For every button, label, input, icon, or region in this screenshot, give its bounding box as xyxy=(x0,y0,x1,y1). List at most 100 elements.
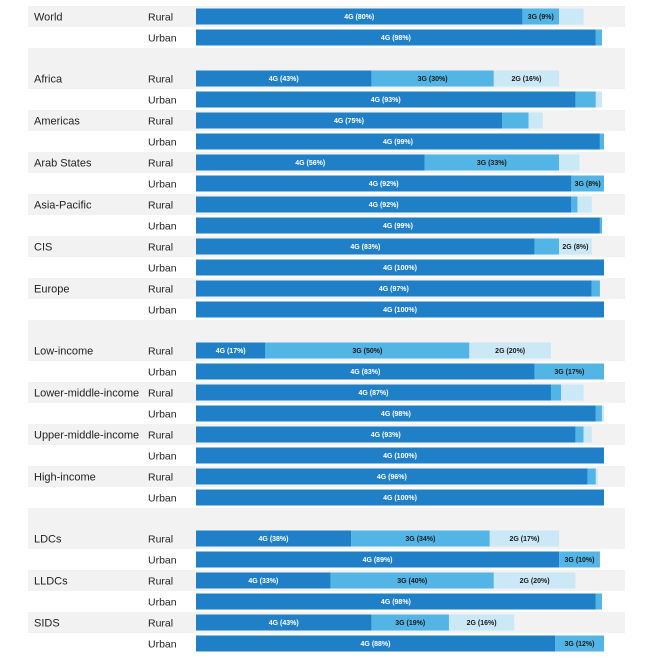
bar-segment-3g xyxy=(534,238,560,255)
bar-segment-4g xyxy=(196,29,596,46)
segment-label-4g: 4G (80%) xyxy=(344,14,374,21)
group-high-income: Rural 4G (96%) Urban 4G (100%) High-income xyxy=(28,466,625,508)
group-europe: Rural 4G (97%) Urban 4G (100%) Europe xyxy=(28,278,625,320)
group-upper-middle-income: Rural 4G (93%) Urban 4G (100%) Upper-middle-… xyxy=(28,424,625,466)
bar-segment-3g xyxy=(591,280,600,297)
row-cis-urban: Urban 4G (100%) xyxy=(28,257,625,278)
row-africa-rural: Rural 4G (43%) 3G (30%) 2G (16%) xyxy=(28,68,625,89)
bar-segment-4g xyxy=(196,405,596,422)
bar-segment-4g xyxy=(196,280,592,297)
segment-label-4g: 4G (97%) xyxy=(379,286,409,293)
bar-segment-2g xyxy=(577,196,592,213)
segment-label-4g: 4G (33%) xyxy=(248,578,278,585)
bar-segment-4g xyxy=(196,572,331,589)
segment-label-3g: 3G (30%) xyxy=(418,76,448,83)
segment-label-4g: 4G (98%) xyxy=(381,599,411,606)
bar-segment-3g xyxy=(371,614,449,631)
bar-segment-2g xyxy=(601,405,604,422)
row-europe-urban: Urban 4G (100%) xyxy=(28,299,625,320)
bar-segment-4g xyxy=(196,154,425,171)
area-label: Urban xyxy=(148,367,177,379)
group-label: Lower-middle-income xyxy=(34,388,139,400)
segment-label-3g: 3G (9%) xyxy=(528,14,554,21)
segment-label-4g: 4G (43%) xyxy=(269,620,299,627)
segment-label-2g: 2G (20%) xyxy=(520,578,550,585)
row-americas-rural: Rural 4G (75%) xyxy=(28,110,625,131)
bar-segment-4g xyxy=(196,384,551,401)
bar-segment-4g xyxy=(196,133,600,150)
segment-label-2g: 2G (16%) xyxy=(467,620,497,627)
group-low-income: Rural 4G (17%) 3G (50%) 2G (20%) Urban 4G (83… xyxy=(28,340,625,382)
group-label: SIDS xyxy=(34,618,60,630)
segment-label-4g: 4G (87%) xyxy=(358,390,388,397)
bar-segment-4g xyxy=(196,614,372,631)
group-label: CIS xyxy=(34,242,52,254)
area-label: Urban xyxy=(148,221,177,233)
group-lldcs: Rural 4G (33%) 3G (40%) 2G (20%) Urban 4G (98… xyxy=(28,570,625,612)
area-label: Rural xyxy=(148,534,173,546)
bar-segment-3g xyxy=(599,217,602,234)
bar-segment-3g xyxy=(595,405,602,422)
segment-label-4g: 4G (100%) xyxy=(383,495,417,502)
bar-segment-2g xyxy=(595,91,602,108)
row-upper-middle-income-urban: Urban 4G (100%) xyxy=(28,445,625,466)
group-sids: Rural 4G (43%) 3G (19%) 2G (16%) Urban 4G (88… xyxy=(28,612,625,654)
bar-segment-3g xyxy=(595,29,602,46)
bar-segment-4g xyxy=(196,238,535,255)
segment-label-3g: 3G (34%) xyxy=(405,536,435,543)
bar-segment-3g xyxy=(522,8,560,25)
row-europe-rural: Rural 4G (97%) xyxy=(28,278,625,299)
group-label: Asia-Pacific xyxy=(34,200,92,212)
bar-segment-2g xyxy=(489,530,560,547)
bar-segment-2g xyxy=(559,8,584,25)
group-americas: Rural 4G (75%) Urban 4G (99%) Americas xyxy=(28,110,625,152)
bar-segment-4g xyxy=(196,175,572,192)
area-label: Urban xyxy=(148,33,177,45)
segment-label-4g: 4G (92%) xyxy=(369,202,399,209)
bar-segment-2g xyxy=(561,384,584,401)
segment-label-2g: 2G (8%) xyxy=(562,244,588,251)
bar-segment-4g xyxy=(196,259,604,276)
segment-label-2g: 2G (20%) xyxy=(495,348,525,355)
row-high-income-rural: Rural 4G (96%) xyxy=(28,466,625,487)
area-label: Urban xyxy=(148,639,177,651)
group-label: Upper-middle-income xyxy=(34,430,139,442)
segment-label-4g: 4G (96%) xyxy=(377,474,407,481)
bar-segment-4g xyxy=(196,363,535,380)
bar-segment-2g xyxy=(595,468,598,485)
row-africa-urban: Urban 4G (93%) xyxy=(28,89,625,110)
row-low-income-urban: Urban 4G (83%) 3G (17%) xyxy=(28,361,625,382)
group-label: LDCs xyxy=(34,534,62,546)
bar-segment-4g xyxy=(196,635,556,652)
segment-label-4g: 4G (93%) xyxy=(371,97,401,104)
segment-label-4g: 4G (93%) xyxy=(371,432,401,439)
segment-label-4g: 4G (100%) xyxy=(383,453,417,460)
area-label: Rural xyxy=(148,200,173,212)
bar-segment-3g xyxy=(330,572,494,589)
area-label: Urban xyxy=(148,305,177,317)
bar-segment-3g xyxy=(371,70,494,87)
bar-segment-4g xyxy=(196,196,572,213)
bar-segment-3g xyxy=(351,530,490,547)
bar-segment-3g xyxy=(550,384,562,401)
bar-segment-2g xyxy=(583,426,592,443)
row-sids-urban: Urban 4G (88%) 3G (12%) xyxy=(28,633,625,654)
bar-segment-2g xyxy=(559,238,592,255)
row-americas-urban: Urban 4G (99%) xyxy=(28,131,625,152)
segment-label-4g: 4G (98%) xyxy=(381,411,411,418)
segment-label-4g: 4G (99%) xyxy=(383,223,413,230)
bar-segment-2g xyxy=(469,342,551,359)
group-cis: Rural 4G (83%) 2G (8%) Urban 4G (100%) CIS xyxy=(28,236,625,278)
bar-segment-3g xyxy=(502,112,529,129)
row-asia-pacific-rural: Rural 4G (92%) xyxy=(28,194,625,215)
segment-label-3g: 3G (19%) xyxy=(395,620,425,627)
row-lower-middle-income-urban: Urban 4G (98%) xyxy=(28,403,625,424)
bar-segment-4g xyxy=(196,551,560,568)
bar-segment-4g xyxy=(196,468,588,485)
area-label: Rural xyxy=(148,242,173,254)
bar-segment-3g xyxy=(587,468,596,485)
segment-label-3g: 3G (50%) xyxy=(352,348,382,355)
group-label: Europe xyxy=(34,284,69,296)
row-ldcs-urban: Urban 4G (89%) 3G (10%) xyxy=(28,549,625,570)
area-label: Rural xyxy=(148,116,173,128)
